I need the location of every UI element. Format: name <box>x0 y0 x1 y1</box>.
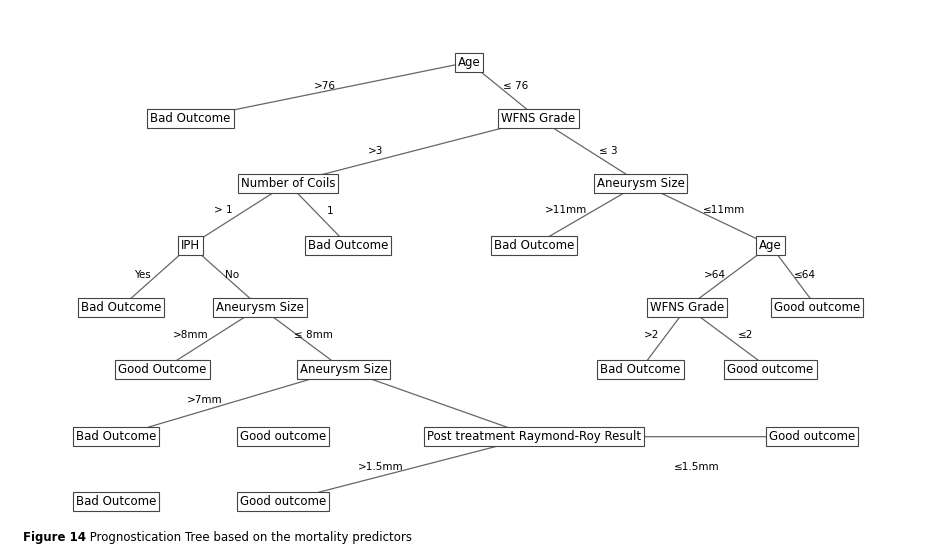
Text: Aneurysm Size: Aneurysm Size <box>216 301 304 314</box>
Text: ≤64: ≤64 <box>794 270 815 280</box>
Text: Number of Coils: Number of Coils <box>241 177 335 190</box>
Text: Bad Outcome: Bad Outcome <box>151 112 231 125</box>
Text: ≤11mm: ≤11mm <box>703 205 745 215</box>
Text: No: No <box>225 270 240 280</box>
Text: ≤ 76: ≤ 76 <box>503 81 527 91</box>
Text: Aneurysm Size: Aneurysm Size <box>597 177 685 190</box>
Text: >76: >76 <box>314 81 336 91</box>
Text: Figure 14: Figure 14 <box>24 531 86 544</box>
Text: >2: >2 <box>644 331 659 340</box>
Text: Bad Outcome: Bad Outcome <box>308 239 388 252</box>
Text: Bad Outcome: Bad Outcome <box>493 239 574 252</box>
Text: Good outcome: Good outcome <box>774 301 860 314</box>
Text: Age: Age <box>759 239 782 252</box>
Text: Bad Outcome: Bad Outcome <box>600 363 681 376</box>
Text: Bad Outcome: Bad Outcome <box>80 301 161 314</box>
Text: ≤ 3: ≤ 3 <box>599 146 617 156</box>
Text: ≤2: ≤2 <box>738 331 753 340</box>
Text: Age: Age <box>457 56 480 69</box>
Text: >1.5mm: >1.5mm <box>358 463 403 472</box>
Text: WFNS Grade: WFNS Grade <box>650 301 724 314</box>
Text: >8mm: >8mm <box>172 331 208 340</box>
Text: >11mm: >11mm <box>545 205 587 215</box>
Text: Prognostication Tree based on the mortality predictors: Prognostication Tree based on the mortal… <box>86 531 413 544</box>
Text: Good outcome: Good outcome <box>241 430 327 443</box>
Text: Yes: Yes <box>134 270 151 280</box>
Text: Post treatment Raymond-Roy Result: Post treatment Raymond-Roy Result <box>427 430 641 443</box>
Text: > 1: > 1 <box>214 205 232 215</box>
Text: >64: >64 <box>704 270 725 280</box>
Text: ≤ 8mm: ≤ 8mm <box>295 331 333 340</box>
Text: Good outcome: Good outcome <box>769 430 855 443</box>
Text: >3: >3 <box>368 146 384 156</box>
Text: Bad Outcome: Bad Outcome <box>76 495 156 508</box>
Text: ≤1.5mm: ≤1.5mm <box>673 463 719 472</box>
Text: >7mm: >7mm <box>187 395 223 405</box>
Text: Good Outcome: Good Outcome <box>118 363 206 376</box>
Text: IPH: IPH <box>181 239 200 252</box>
Text: Good outcome: Good outcome <box>727 363 813 376</box>
Text: WFNS Grade: WFNS Grade <box>501 112 576 125</box>
Text: Bad Outcome: Bad Outcome <box>76 430 156 443</box>
Text: 1: 1 <box>327 206 333 216</box>
Text: Aneurysm Size: Aneurysm Size <box>299 363 387 376</box>
Text: Good outcome: Good outcome <box>241 495 327 508</box>
